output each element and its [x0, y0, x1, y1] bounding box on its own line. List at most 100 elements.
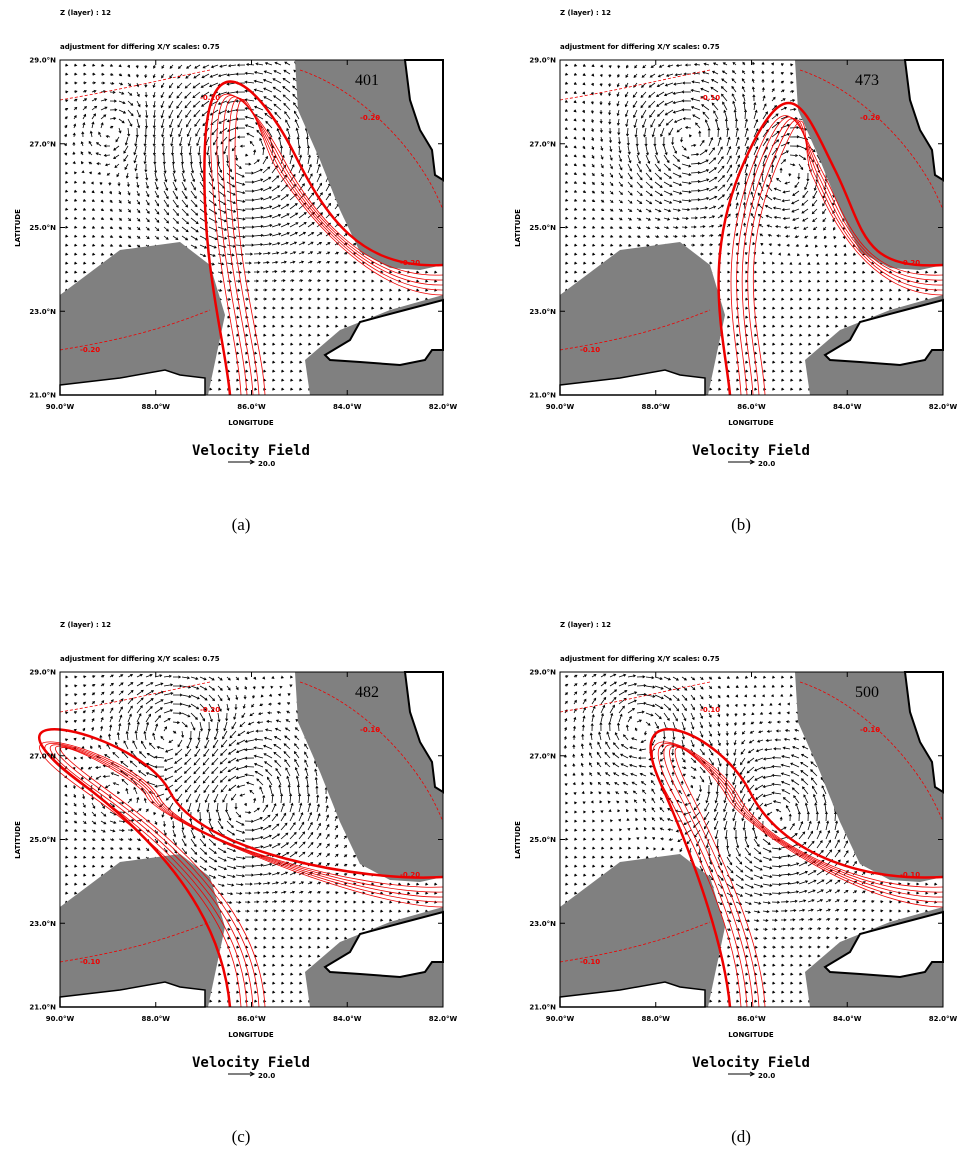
scale-note: adjustment for differing X/Y scales: 0.7…: [560, 43, 720, 51]
contour: [228, 97, 444, 396]
shelf-northeast: [795, 60, 943, 270]
x-tick-label: 90.0°W: [546, 403, 575, 411]
y-tick-label: 27.0°N: [529, 752, 556, 760]
contour: [741, 118, 944, 396]
x-tick-label: 88.0°W: [142, 403, 171, 411]
shelf-northeast: [295, 60, 443, 270]
legend-value: 20.0: [258, 1072, 275, 1080]
contour: [657, 743, 944, 1008]
legend-arrow: [728, 459, 756, 465]
frame-label: 473: [855, 72, 879, 89]
contour-label: -0.10: [80, 958, 100, 966]
y-axis-label: LATITUDE: [14, 821, 22, 859]
contour: [730, 115, 944, 396]
legend-arrow: [728, 1071, 756, 1077]
x-tick-label: 86.0°W: [737, 403, 766, 411]
contour-label: -0.10: [900, 871, 920, 879]
contour: [222, 96, 444, 396]
y-tick-label: 27.0°N: [529, 140, 556, 148]
panel: Z (layer) : 12 adjustment for differing X…: [14, 9, 458, 534]
y-tick-label: 23.0°N: [29, 308, 56, 316]
x-tick-label: 84.0°W: [833, 1015, 862, 1023]
contour-label: -0.20: [900, 259, 920, 267]
contour-bold: [717, 101, 944, 396]
legend-arrow: [228, 459, 256, 465]
contour-dashed: [559, 681, 944, 963]
contour-label: -0.10: [200, 94, 220, 102]
y-tick-label: 27.0°N: [29, 140, 56, 148]
contour: [55, 745, 444, 1008]
shelf-northeast: [295, 672, 443, 882]
contour: [50, 744, 444, 1008]
x-axis-label: LONGITUDE: [228, 1031, 274, 1039]
cuba: [323, 298, 444, 367]
y-tick-label: 23.0°N: [529, 920, 556, 928]
y-tick-label: 21.0°N: [529, 1004, 556, 1012]
x-axis-label: LONGITUDE: [728, 1031, 774, 1039]
x-tick-label: 86.0°W: [737, 1015, 766, 1023]
scale-note: adjustment for differing X/Y scales: 0.7…: [560, 655, 720, 663]
contour: [652, 741, 944, 1008]
header: Z (layer) : 12: [560, 9, 611, 17]
header: Z (layer) : 12: [60, 9, 111, 17]
x-axis-label: LONGITUDE: [228, 419, 274, 427]
frame-label: 401: [355, 72, 379, 89]
x-tick-label: 90.0°W: [46, 403, 75, 411]
legend-title: Velocity Field: [692, 1055, 810, 1071]
y-tick-label: 21.0°N: [29, 392, 56, 400]
y-tick-label: 25.0°N: [529, 836, 556, 844]
x-tick-label: 88.0°W: [142, 1015, 171, 1023]
shelf-yucatan: [60, 854, 225, 1007]
frame-label: 482: [355, 684, 379, 701]
legend-value: 20.0: [758, 1072, 775, 1080]
y-axis-label: LATITUDE: [514, 209, 522, 247]
scale-note: adjustment for differing X/Y scales: 0.7…: [60, 43, 220, 51]
contour: [216, 95, 444, 396]
map-plot: -0.10 -0.10 -0.10 -0.10 500 29.0°N 27.0°N 25.0°…: [529, 669, 957, 1024]
x-tick-label: 84.0°W: [333, 1015, 362, 1023]
contour: [234, 99, 444, 396]
contour-dashed: [559, 69, 944, 351]
cuba: [823, 910, 944, 979]
y-tick-label: 29.0°N: [529, 669, 556, 677]
caption: (b): [731, 515, 751, 534]
y-tick-label: 21.0°N: [29, 1004, 56, 1012]
contour-bold: [38, 728, 444, 1008]
caption: (c): [232, 1127, 251, 1146]
frame-label: 500: [855, 684, 879, 701]
x-tick-label: 86.0°W: [237, 403, 266, 411]
scale-note: adjustment for differing X/Y scales: 0.7…: [60, 655, 220, 663]
contour-label: -0.20: [80, 346, 100, 354]
contour: [752, 120, 944, 396]
y-tick-label: 25.0°N: [529, 224, 556, 232]
legend-value: 20.0: [758, 460, 775, 468]
y-tick-label: 29.0°N: [29, 57, 56, 65]
contour-label: -0.20: [200, 706, 220, 714]
legend-title: Velocity Field: [192, 1055, 310, 1071]
contour: [674, 747, 944, 1008]
contour-label: -0.10: [860, 726, 880, 734]
contour-label: -0.10: [360, 726, 380, 734]
x-tick-label: 84.0°W: [333, 403, 362, 411]
header: Z (layer) : 12: [560, 621, 611, 629]
contour: [60, 747, 444, 1008]
header: Z (layer) : 12: [60, 621, 111, 629]
contour-dashed: [59, 69, 444, 351]
y-tick-label: 25.0°N: [29, 224, 56, 232]
x-tick-label: 82.0°W: [929, 403, 957, 411]
map-plot: -0.10 -0.10 -0.20 -0.20 473 29.0°N 27.0°N 25.0°…: [529, 57, 957, 412]
caption: (a): [232, 515, 251, 534]
y-tick-label: 29.0°N: [29, 669, 56, 677]
caption: (d): [731, 1127, 751, 1146]
legend-arrow: [228, 1071, 256, 1077]
shelf-yucatan: [560, 242, 725, 395]
cuba: [323, 910, 444, 979]
shelf-northeast: [795, 672, 943, 882]
contour: [747, 119, 944, 396]
shelf-yucatan: [560, 854, 725, 1007]
cuba: [823, 298, 944, 367]
contour-label: -0.10: [700, 94, 720, 102]
y-tick-label: 23.0°N: [529, 308, 556, 316]
y-tick-label: 27.0°N: [29, 752, 56, 760]
